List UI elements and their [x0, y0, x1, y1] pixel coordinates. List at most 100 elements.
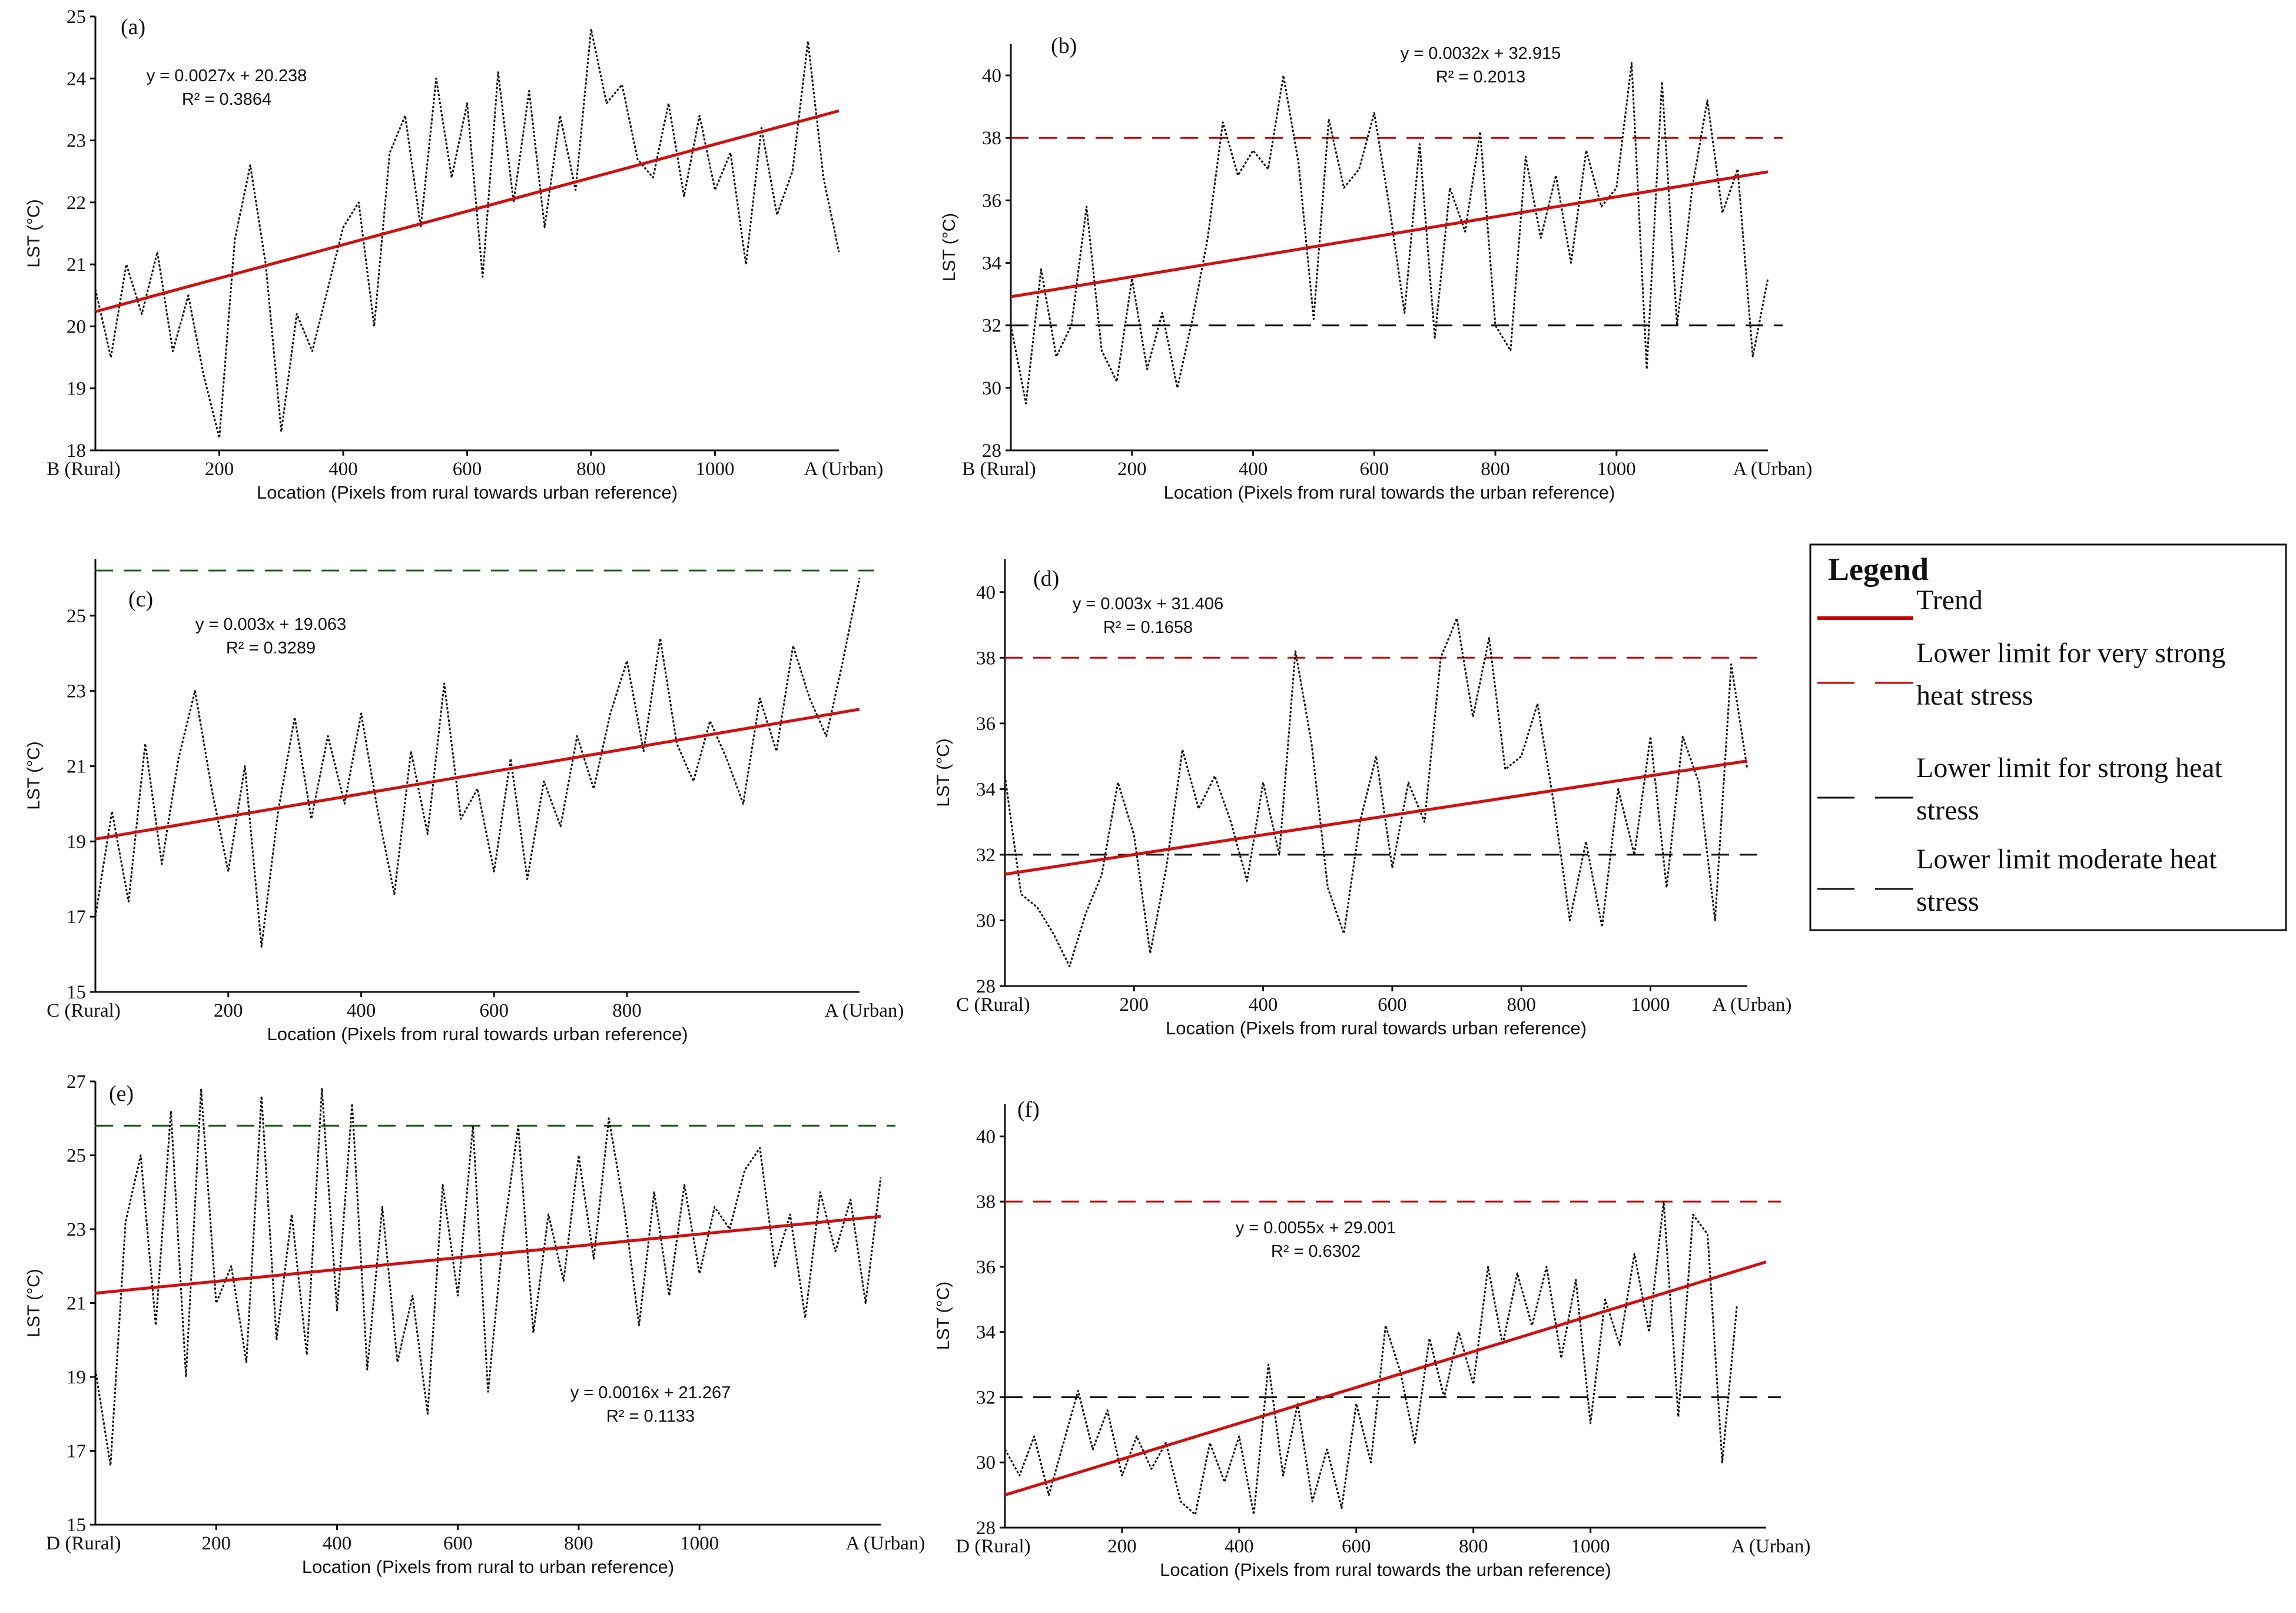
y-tick-label: 18 — [67, 440, 86, 462]
panel-label: (f) — [1017, 1097, 1040, 1122]
x-tick-label: 800 — [1507, 994, 1536, 1015]
r-squared: R² = 0.2013 — [1436, 68, 1525, 87]
y-tick-label: 36 — [976, 1257, 996, 1278]
r-squared: R² = 0.1658 — [1103, 618, 1193, 637]
trend-equation: y = 0.003x + 31.406 — [1073, 595, 1223, 613]
y-tick-label: 21 — [67, 756, 86, 778]
y-tick-label: 25 — [67, 606, 86, 627]
y-tick-label: 32 — [976, 1387, 996, 1408]
x-axis-title: Location (Pixels from rural towards urba… — [257, 482, 678, 503]
y-tick-label: 28 — [976, 1518, 996, 1539]
x-tick-label: 600 — [453, 459, 482, 480]
lst-series-line — [94, 1088, 882, 1467]
x-start-label: C (Rural) — [47, 1000, 121, 1021]
y-tick-label: 30 — [982, 378, 1001, 399]
legend-item-label: Lower limit for strong heat — [1916, 752, 2223, 784]
x-tick-label: 200 — [1107, 1536, 1137, 1557]
x-start-label: B (Rural) — [962, 459, 1036, 480]
x-tick-label: 200 — [214, 1000, 243, 1021]
x-tick-label: 200 — [1120, 994, 1149, 1015]
y-tick-label: 38 — [976, 648, 996, 669]
r-squared: R² = 0.3864 — [182, 90, 271, 109]
x-tick-label: 600 — [479, 1000, 509, 1021]
lst-series-line — [1004, 617, 1748, 967]
x-axis-title: Location (Pixels from rural towards the … — [1160, 1559, 1611, 1580]
y-tick-label: 34 — [976, 1322, 996, 1343]
x-start-label: D (Rural) — [955, 1536, 1030, 1557]
y-tick-label: 15 — [67, 1515, 86, 1536]
y-axis-title: LST (°C) — [24, 1269, 44, 1337]
x-tick-label: 400 — [323, 1533, 352, 1554]
x-tick-label: 400 — [329, 459, 358, 480]
y-tick-label: 38 — [976, 1192, 996, 1213]
x-tick-label: 1000 — [1571, 1536, 1610, 1557]
panel-label: (e) — [109, 1081, 134, 1106]
y-tick-label: 36 — [976, 713, 996, 735]
trend-line — [95, 708, 860, 841]
y-tick-label: 19 — [67, 1367, 86, 1388]
y-tick-label: 23 — [67, 131, 86, 152]
x-end-label: A (Urban) — [825, 1000, 904, 1021]
chart-panel: 28 30 32 34 36 38 40 200 400 600 800 1000 C (Rural) A… — [934, 559, 1791, 1038]
y-tick-label: 15 — [67, 982, 86, 1003]
y-axis-title: LST (°C) — [934, 738, 953, 806]
x-tick-label: 200 — [201, 1533, 231, 1554]
x-axis-title: Location (Pixels from rural towards urba… — [1166, 1018, 1587, 1038]
y-tick-label: 21 — [67, 254, 86, 276]
r-squared: R² = 0.3289 — [226, 639, 316, 658]
x-tick-label: 800 — [564, 1533, 593, 1554]
x-tick-label: 600 — [1378, 994, 1407, 1015]
chart-panel: 15 17 19 21 23 25 27 200 400 600 800 1000 D (Rural) A… — [24, 1071, 925, 1577]
y-tick-label: 22 — [67, 193, 86, 214]
x-tick-label: 1000 — [696, 459, 735, 480]
x-end-label: A (Urban) — [1733, 459, 1813, 480]
x-start-label: D (Rural) — [46, 1533, 121, 1554]
trend-equation: y = 0.0027x + 20.238 — [147, 67, 307, 85]
x-axis-title: Location (Pixels from rural towards the … — [1164, 482, 1615, 503]
y-tick-label: 36 — [982, 190, 1001, 211]
x-tick-label: 1000 — [1597, 459, 1636, 480]
x-tick-label: 200 — [205, 459, 234, 480]
y-tick-label: 19 — [67, 831, 86, 852]
x-tick-label: 800 — [1459, 1536, 1488, 1557]
x-tick-label: 1000 — [680, 1533, 719, 1554]
y-axis-title: LST (°C) — [24, 199, 44, 267]
y-tick-label: 21 — [67, 1293, 86, 1315]
y-tick-label: 17 — [67, 1441, 86, 1462]
y-tick-label: 28 — [976, 976, 996, 997]
y-tick-label: 23 — [67, 681, 86, 702]
x-tick-label: 600 — [443, 1533, 473, 1554]
x-tick-label: 400 — [1225, 1536, 1254, 1557]
y-tick-label: 25 — [67, 1146, 86, 1167]
legend-item-label: stress — [1916, 886, 1979, 917]
y-tick-label: 40 — [976, 582, 996, 603]
x-tick-label: 400 — [347, 1000, 376, 1021]
trend-equation: y = 0.0055x + 29.001 — [1236, 1219, 1396, 1237]
x-end-label: A (Urban) — [1731, 1536, 1811, 1557]
legend-item-label: heat stress — [1916, 680, 2033, 711]
y-tick-label: 20 — [67, 316, 86, 337]
y-tick-label: 30 — [976, 1452, 996, 1473]
trend-line — [95, 109, 840, 313]
chart-panel: 28 30 32 34 36 38 40 200 400 600 800 1000 B (Rural) A… — [940, 34, 1812, 503]
trend-line — [95, 1214, 881, 1295]
x-end-label: A (Urban) — [804, 459, 884, 480]
y-tick-label: 27 — [67, 1071, 86, 1093]
panel-label: (d) — [1033, 566, 1059, 591]
chart-panels: 18 19 20 21 22 23 24 25 200 400 600 800 1000 B (Rural… — [24, 6, 1812, 1580]
x-axis-title: Location (Pixels from rural to urban ref… — [302, 1556, 674, 1577]
y-tick-label: 34 — [982, 253, 1001, 274]
legend-title: Legend — [1828, 552, 1929, 587]
x-tick-label: 400 — [1239, 459, 1268, 480]
chart-panel: 28 30 32 34 36 38 40 200 400 600 800 1000 D (Rural) A… — [934, 1097, 1810, 1580]
trend-equation: y = 0.0032x + 32.915 — [1401, 44, 1561, 63]
legend-item-label: Lower limit moderate heat — [1916, 844, 2217, 875]
lst-series-line — [1010, 62, 1769, 404]
y-axis-title: LST (°C) — [24, 741, 44, 809]
panel-label: (a) — [121, 15, 145, 39]
y-tick-label: 30 — [976, 910, 996, 931]
y-tick-label: 28 — [982, 440, 1001, 462]
trend-equation: y = 0.003x + 19.063 — [195, 615, 346, 634]
lst-series-line — [94, 28, 840, 439]
